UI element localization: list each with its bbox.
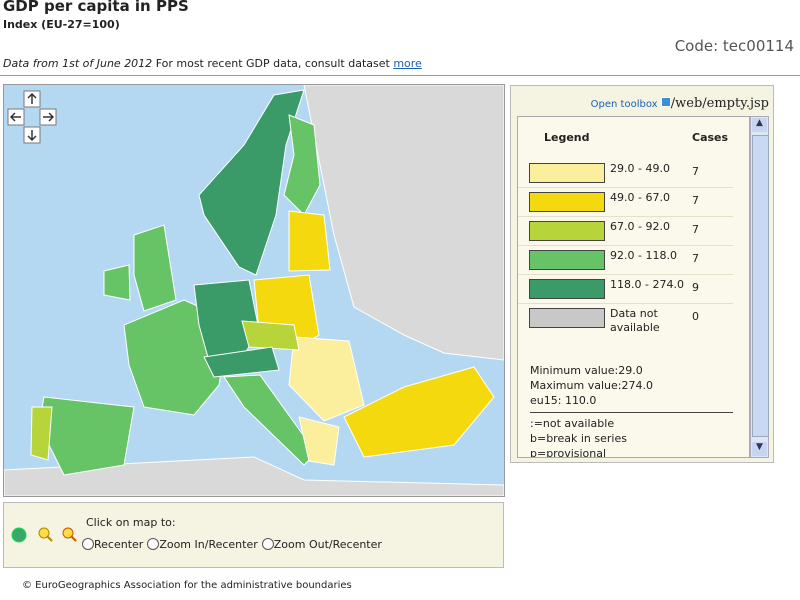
legend-panel: Open toolbox /web/empty.jsp Legend Cases… bbox=[510, 85, 774, 463]
toolbox-path: /web/empty.jsp bbox=[670, 96, 769, 111]
swatch bbox=[529, 308, 605, 328]
legend-cases: 7 bbox=[692, 194, 699, 207]
map[interactable] bbox=[3, 84, 505, 497]
radio-button[interactable] bbox=[82, 538, 94, 550]
flags: :=not available b=break in series p=provis… bbox=[530, 416, 627, 458]
control-options: Recenter Zoom In/Recenter Zoom Out/Recente… bbox=[82, 538, 386, 551]
subtitle: Index (EU-27=100) bbox=[3, 18, 120, 31]
legend-row: 92.0 - 118.0 7 bbox=[518, 246, 733, 275]
option-text: Zoom In/Recenter bbox=[159, 538, 258, 551]
legend-cases: 7 bbox=[692, 165, 699, 178]
stat: eu15: 110.0 bbox=[530, 394, 597, 407]
legend-cases: 9 bbox=[692, 281, 699, 294]
legend-row: 29.0 - 49.0 7 bbox=[518, 159, 733, 188]
legend-row: Data not available 0 bbox=[518, 304, 733, 344]
dataset-code: Code: tec00114 bbox=[674, 37, 794, 55]
title: GDP per capita in PPS bbox=[3, 0, 189, 15]
legend-label: 49.0 - 67.0 bbox=[610, 191, 670, 204]
note: Data from 1st of June 2012 For most rece… bbox=[3, 57, 422, 70]
map-controls: Click on map to: Recenter Zoom In/Recente… bbox=[3, 502, 504, 568]
control-option[interactable]: Recenter bbox=[82, 538, 143, 551]
legend-cases: 0 bbox=[692, 310, 699, 323]
swatch bbox=[529, 221, 605, 241]
separator bbox=[0, 75, 800, 76]
toolbox: Open toolbox /web/empty.jsp bbox=[591, 96, 769, 111]
stats: Minimum value:29.0 Maximum value:274.0 eu1… bbox=[530, 363, 653, 408]
control-option[interactable]: Zoom Out/Recenter bbox=[261, 538, 382, 551]
legend-label: Data not available bbox=[610, 307, 660, 334]
stat: Maximum value:274.0 bbox=[530, 379, 653, 392]
divider bbox=[530, 412, 733, 413]
legend-rows: 29.0 - 49.0 7 49.0 - 67.0 7 67.0 - 92.0 7 92.0… bbox=[518, 159, 733, 339]
swatch bbox=[529, 163, 605, 183]
swatch bbox=[529, 250, 605, 270]
legend-label: 67.0 - 92.0 bbox=[610, 220, 670, 233]
flag: :=not available bbox=[530, 417, 615, 430]
legend-row: 118.0 - 274.0 9 bbox=[518, 275, 733, 304]
swatch bbox=[529, 192, 605, 212]
legend-label: 29.0 - 49.0 bbox=[610, 162, 670, 175]
note-date: Data from 1st of June 2012 bbox=[3, 57, 153, 70]
radio-button[interactable] bbox=[261, 538, 274, 550]
controls-prompt: Click on map to: bbox=[86, 516, 176, 529]
radio-button[interactable] bbox=[147, 538, 160, 550]
legend-label: 92.0 - 118.0 bbox=[610, 249, 677, 262]
legend-cases: 7 bbox=[692, 223, 699, 236]
legend-row: 49.0 - 67.0 7 bbox=[518, 188, 733, 217]
flag: b=break in series bbox=[530, 432, 627, 445]
swatch bbox=[529, 279, 605, 299]
cases-header: Cases bbox=[692, 131, 729, 144]
legend-row: 67.0 - 92.0 7 bbox=[518, 217, 733, 246]
scrollbar[interactable]: ▲ ▼ bbox=[750, 116, 769, 458]
footer: © EuroGeographics Association for the ad… bbox=[22, 580, 352, 591]
more-link[interactable]: more bbox=[393, 57, 422, 70]
open-toolbox[interactable]: Open toolbox bbox=[590, 99, 658, 110]
legend-cases: 7 bbox=[692, 252, 699, 265]
flag: p=provisional bbox=[530, 447, 607, 458]
option-text: Recenter bbox=[94, 538, 144, 551]
map-tools[interactable] bbox=[10, 525, 80, 545]
legend-label: 118.0 - 274.0 bbox=[610, 278, 684, 291]
control-option[interactable]: Zoom In/Recenter bbox=[147, 538, 258, 551]
note-text: For most recent GDP data, consult datase… bbox=[155, 57, 390, 70]
stat: Minimum value:29.0 bbox=[530, 364, 643, 377]
legend-header: Legend bbox=[544, 131, 590, 144]
legend: Legend Cases 29.0 - 49.0 7 49.0 - 67.0 7 67.… bbox=[517, 116, 750, 458]
option-text: Zoom Out/Recenter bbox=[273, 538, 382, 551]
